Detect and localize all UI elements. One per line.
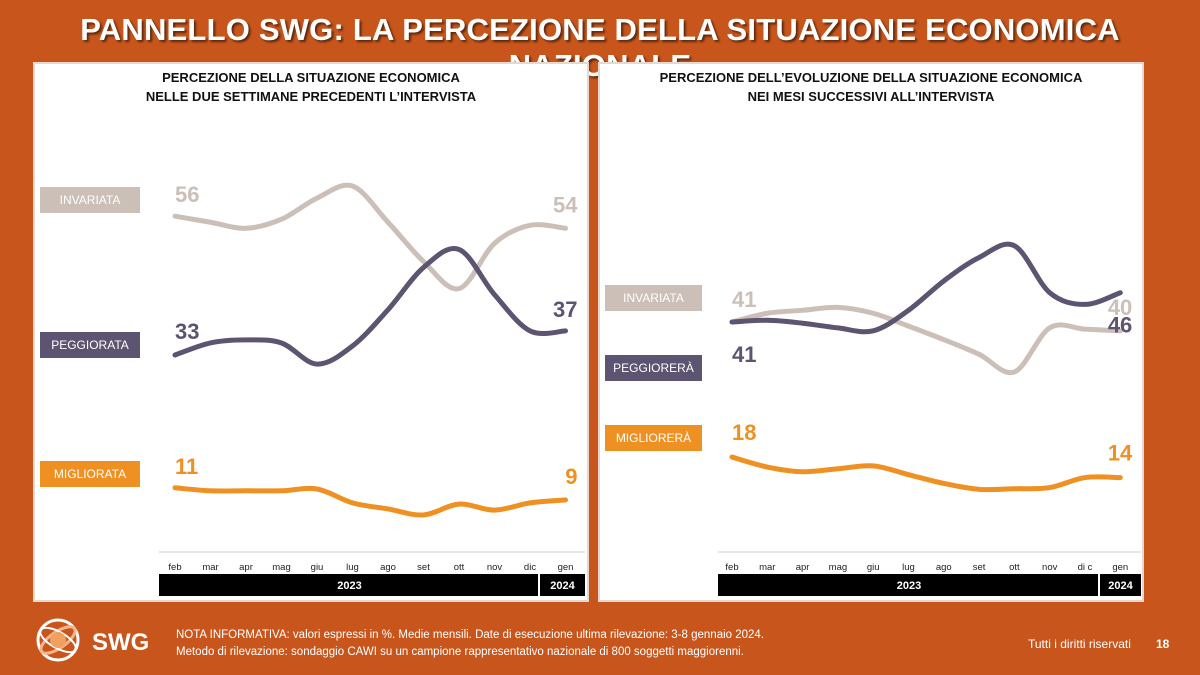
chart-title-line2: NELLE DUE SETTIMANE PRECEDENTI L’INTERVI… bbox=[145, 89, 477, 104]
x-tick-label: ott bbox=[454, 562, 465, 573]
x-tick-label: ago bbox=[936, 562, 952, 573]
rights-text: Tutti i diritti riservati bbox=[1028, 637, 1131, 651]
x-tick-label: mar bbox=[759, 562, 775, 573]
series-badge-peggiorata bbox=[40, 332, 140, 358]
chart-title: PERCEZIONE DELL’EVOLUZIONE DELLA SITUAZI… bbox=[600, 68, 1142, 106]
data-label-last: 40 bbox=[1108, 295, 1132, 320]
series-badge-invariata bbox=[40, 187, 140, 213]
chart-title-line1: PERCEZIONE DELL’EVOLUZIONE DELLA SITUAZI… bbox=[659, 70, 1083, 85]
x-tick-label: gen bbox=[1112, 562, 1128, 573]
chart-panel-left: PERCEZIONE DELLA SITUAZIONE ECONOMICA NE… bbox=[33, 62, 589, 602]
x-tick-label: giu bbox=[867, 562, 880, 573]
data-label-first: 56 bbox=[175, 182, 199, 207]
series-badge-migliorera- bbox=[605, 425, 702, 451]
data-label-last: 9 bbox=[565, 464, 577, 489]
x-tick-label: nov bbox=[487, 562, 503, 573]
year-label: 2024 bbox=[1108, 580, 1133, 592]
data-label-first: 11 bbox=[175, 454, 198, 479]
year-band-2024 bbox=[1100, 574, 1141, 596]
year-band-2023 bbox=[159, 574, 538, 596]
series-badge-label: MIGLIORATA bbox=[54, 467, 126, 481]
footnote-line1: NOTA INFORMATIVA: valori espressi in %. … bbox=[176, 629, 765, 641]
series-badge-label: INVARIATA bbox=[60, 193, 121, 207]
data-label-last: 46 bbox=[1108, 313, 1132, 338]
x-tick-label: lug bbox=[346, 562, 359, 573]
data-label-first: 41 bbox=[732, 342, 756, 367]
footnote: NOTA INFORMATIVA: valori espressi in %. … bbox=[176, 627, 764, 661]
swg-logo: SWG bbox=[34, 614, 164, 671]
series-line-peggiorata bbox=[172, 245, 568, 367]
series-badge-peggiorera- bbox=[605, 355, 702, 381]
chart-title-line1: PERCEZIONE DELLA SITUAZIONE ECONOMICA bbox=[162, 70, 460, 85]
x-tick-label: feb bbox=[168, 562, 181, 573]
series-badge-migliorata bbox=[40, 461, 140, 487]
series-line-migliorata bbox=[172, 485, 568, 518]
data-label-last: 54 bbox=[553, 192, 578, 217]
line-chart-left: feb mar apr mag giu lug ago set ott nov dic gen 2023… bbox=[40, 182, 585, 596]
x-tick-label: lug bbox=[902, 562, 915, 573]
series-badge-label: PEGGIORERÀ bbox=[613, 360, 694, 375]
page-number: 18 bbox=[1156, 637, 1170, 651]
x-tick-label: ott bbox=[1009, 562, 1020, 573]
x-tick-label: set bbox=[417, 562, 430, 573]
x-tick-label: giu bbox=[311, 562, 324, 573]
footnote-line2: Metodo di rilevazione: sondaggio CAWI su… bbox=[176, 646, 744, 658]
year-label: 2024 bbox=[550, 580, 575, 592]
globe-icon bbox=[36, 618, 80, 662]
data-label-first: 33 bbox=[175, 319, 199, 344]
x-tick-label: dic bbox=[524, 562, 536, 573]
data-label-last: 37 bbox=[553, 297, 577, 322]
series-badge-label: PEGGIORATA bbox=[51, 338, 129, 352]
x-tick-label: apr bbox=[239, 562, 253, 573]
x-tick-label: feb bbox=[725, 562, 738, 573]
x-tick-label: di c bbox=[1078, 562, 1093, 573]
chart-panel-right: PERCEZIONE DELL’EVOLUZIONE DELLA SITUAZI… bbox=[598, 62, 1144, 602]
year-band-2024 bbox=[540, 574, 585, 596]
series-badge-label: INVARIATA bbox=[623, 291, 684, 305]
series-line-migliorera- bbox=[729, 454, 1123, 493]
data-label-first: 18 bbox=[732, 420, 756, 445]
x-tick-label: apr bbox=[796, 562, 810, 573]
year-label: 2023 bbox=[897, 580, 921, 592]
x-tick-label: gen bbox=[558, 562, 574, 573]
line-chart-right: feb mar apr mag giu lug ago set ott nov di c gen 202… bbox=[605, 241, 1141, 596]
series-line-peggiorera- bbox=[729, 241, 1123, 335]
year-band-2023 bbox=[718, 574, 1098, 596]
series-badge-label: MIGLIORERÀ bbox=[616, 430, 691, 445]
series-line-invariata bbox=[172, 182, 568, 292]
series-line-invariata bbox=[729, 304, 1123, 376]
chart-title: PERCEZIONE DELLA SITUAZIONE ECONOMICA NE… bbox=[35, 68, 587, 106]
logo-text: SWG bbox=[92, 629, 149, 656]
x-tick-label: mar bbox=[202, 562, 218, 573]
x-tick-label: mag bbox=[272, 562, 290, 573]
chart-title-line2: NEI MESI SUCCESSIVI ALL’INTERVISTA bbox=[747, 89, 995, 104]
data-label-first: 41 bbox=[732, 287, 756, 312]
series-badge-invariata bbox=[605, 285, 702, 311]
x-tick-label: set bbox=[973, 562, 986, 573]
x-tick-label: ago bbox=[380, 562, 396, 573]
x-tick-label: mag bbox=[829, 562, 847, 573]
x-tick-label: nov bbox=[1042, 562, 1058, 573]
data-label-last: 14 bbox=[1108, 441, 1133, 466]
year-label: 2023 bbox=[337, 580, 361, 592]
